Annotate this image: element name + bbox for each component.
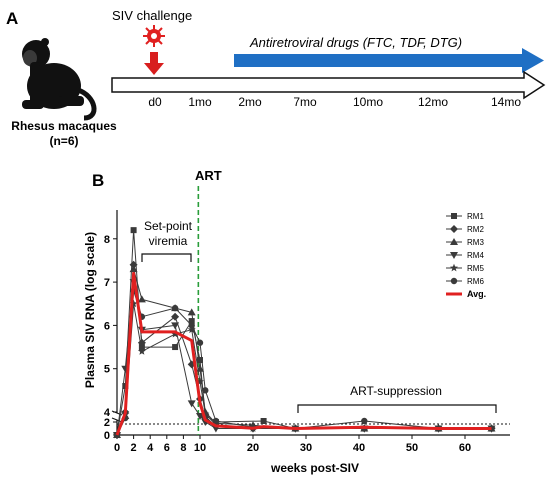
- y-tick-label: 4: [104, 407, 111, 419]
- timeline-label: d0: [148, 95, 162, 109]
- data-point-rm4: [171, 322, 180, 330]
- x-tick-label: 60: [459, 442, 471, 454]
- data-point-rm6: [188, 322, 195, 329]
- challenge-arrow: [144, 52, 164, 75]
- y-tick-label: 2: [104, 417, 110, 429]
- x-tick-label: 0: [114, 442, 120, 454]
- data-point-rm6: [171, 304, 179, 312]
- legend-label: RM5: [467, 264, 484, 273]
- data-point-rm1: [260, 418, 267, 424]
- y-axis-title: Plasma SIV RNA (log scale): [83, 232, 97, 388]
- series-line-rm6: [116, 290, 492, 436]
- data-point-rm3: [187, 308, 196, 316]
- setpoint-bracket: [141, 253, 192, 262]
- data-point-rm2: [171, 312, 180, 321]
- timeline-label: 12mo: [418, 95, 448, 109]
- data-point-rm5: [196, 377, 204, 386]
- legend-marker: [450, 263, 458, 272]
- legend-label: RM1: [467, 212, 484, 221]
- setpoint-label-2: viremia: [149, 234, 188, 248]
- legend-label: RM6: [467, 277, 484, 286]
- x-tick-label: 40: [353, 442, 365, 454]
- x-tick-label: 20: [247, 442, 259, 454]
- data-point-rm3: [196, 364, 204, 372]
- timeline-label: 10mo: [353, 95, 383, 109]
- data-point-rm6: [361, 417, 368, 425]
- setpoint-label-1: Set-point: [144, 219, 193, 233]
- x-tick-label: 30: [300, 442, 312, 454]
- x-axis-title: weeks post-SIV: [270, 461, 359, 475]
- subject-n: (n=6): [49, 134, 78, 148]
- y-tick-label: 5: [104, 364, 110, 376]
- data-point-rm1: [122, 383, 129, 390]
- art-label: Antiretroviral drugs (FTC, TDF, DTG): [249, 35, 462, 50]
- panel-b-letter: B: [92, 171, 104, 190]
- data-point-rm2: [129, 260, 138, 269]
- x-tick-label: 10: [194, 442, 206, 454]
- suppression-bracket: [297, 404, 497, 413]
- panel-a-letter: A: [6, 9, 18, 28]
- legend-label: RM4: [467, 251, 484, 260]
- series-line-rm3: [116, 268, 492, 436]
- data-point-rm6: [202, 387, 209, 394]
- x-tick-label: 6: [164, 442, 170, 454]
- data-point-rm1: [138, 344, 145, 351]
- data-point-rm5: [171, 329, 180, 338]
- legend-marker: [450, 238, 458, 245]
- data-point-rm5: [201, 409, 210, 418]
- data-point-rm1: [188, 318, 195, 325]
- art-arrow: [234, 48, 544, 73]
- series-line-rm4: [116, 281, 492, 436]
- data-point-rm4: [187, 400, 196, 408]
- timeline-label: 2mo: [238, 95, 262, 109]
- data-point-rm3: [129, 265, 138, 273]
- challenge-label: SIV challenge: [112, 8, 192, 23]
- legend-marker: [450, 225, 458, 233]
- legend-marker: [450, 277, 458, 285]
- data-point-rm5: [129, 299, 138, 308]
- series-line-avg: [115, 271, 492, 436]
- chart-series: [113, 227, 496, 439]
- monkey-icon: [22, 38, 97, 121]
- timeline-label: 7mo: [293, 95, 317, 109]
- data-point-rm1: [172, 344, 179, 351]
- x-tick-label: 50: [406, 442, 418, 454]
- data-point-rm3: [137, 295, 146, 303]
- art-marker-label: ART: [195, 168, 222, 183]
- data-point-rm4: [196, 413, 204, 420]
- suppression-label: ART-suppression: [350, 384, 442, 398]
- y-tick-label: 8: [104, 234, 110, 246]
- timeline-arrow: [111, 70, 546, 100]
- legend-label: RM3: [467, 238, 484, 247]
- legend-marker: [451, 213, 457, 219]
- x-tick-label: 4: [147, 442, 154, 454]
- data-point-rm6: [212, 417, 220, 425]
- virus-icon: [143, 25, 165, 47]
- subject-label: Rhesus macaques: [11, 119, 117, 133]
- data-point-rm6: [196, 339, 204, 346]
- y-tick-label: 7: [104, 277, 110, 289]
- data-point-rm1: [130, 227, 137, 234]
- data-point-rm5: [187, 325, 196, 334]
- y-tick-label: 6: [104, 320, 110, 332]
- timeline-label: 14mo: [491, 95, 521, 109]
- x-tick-label: 8: [180, 442, 186, 454]
- y-tick-label: 0: [104, 430, 110, 442]
- x-tick-label: 2: [131, 442, 137, 454]
- legend-label: RM2: [467, 225, 484, 234]
- timeline-labels: d0 1mo 2mo 7mo 10mo 12mo 14mo: [148, 95, 521, 109]
- legend-marker: [450, 252, 458, 259]
- data-point-rm1: [197, 357, 203, 364]
- timeline-label: 1mo: [188, 95, 212, 109]
- data-point-rm5: [137, 347, 146, 355]
- legend-label: Avg.: [467, 289, 486, 299]
- legend: RM1 RM2 RM3 RM4 RM5 RM6 Avg.: [446, 212, 486, 299]
- data-point-rm2: [137, 338, 146, 347]
